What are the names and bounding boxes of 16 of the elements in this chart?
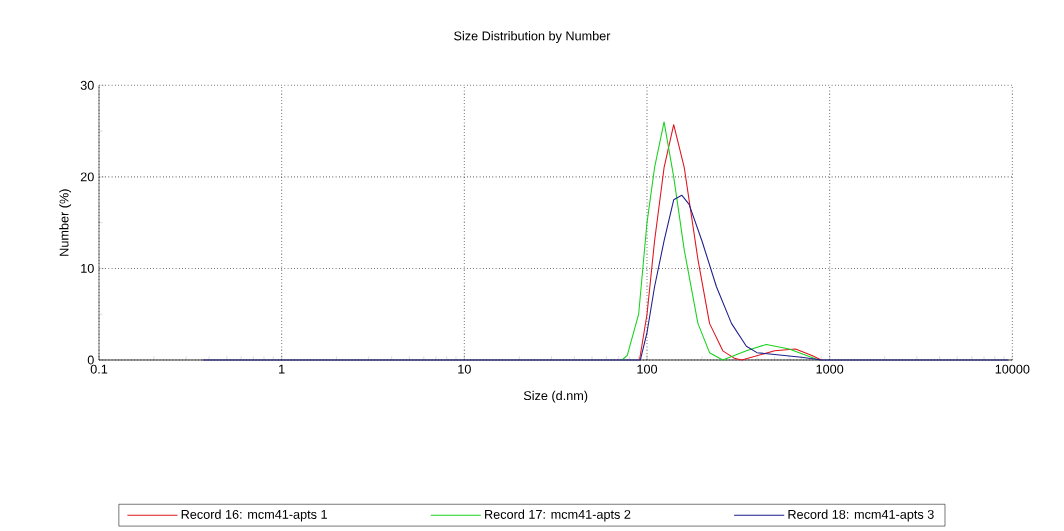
x-axis-title: Size (d.nm) [523,390,588,403]
y-tick-label: 20 [80,172,94,182]
y-tick-label: 30 [80,80,94,90]
legend-label: Record 17: mcm41-apts 2 [485,509,631,522]
y-tick-label: 0 [87,355,94,365]
chart-title: Size Distribution by Number [454,31,611,43]
legend-label: Record 18: mcm41-apts 3 [788,509,934,522]
x-tick-label: 1 [279,364,285,374]
y-axis-title: Number (%) [59,189,72,256]
x-tick-label: 10 [458,364,471,374]
x-tick-label: 1000 [816,364,844,374]
x-tick-label: 0.1 [90,364,108,374]
x-tick-label: 10000 [995,364,1030,374]
x-tick-label: 100 [637,364,658,374]
y-tick-label: 10 [81,263,94,273]
legend-label: Record 16: mcm41-apts 1 [181,509,327,522]
